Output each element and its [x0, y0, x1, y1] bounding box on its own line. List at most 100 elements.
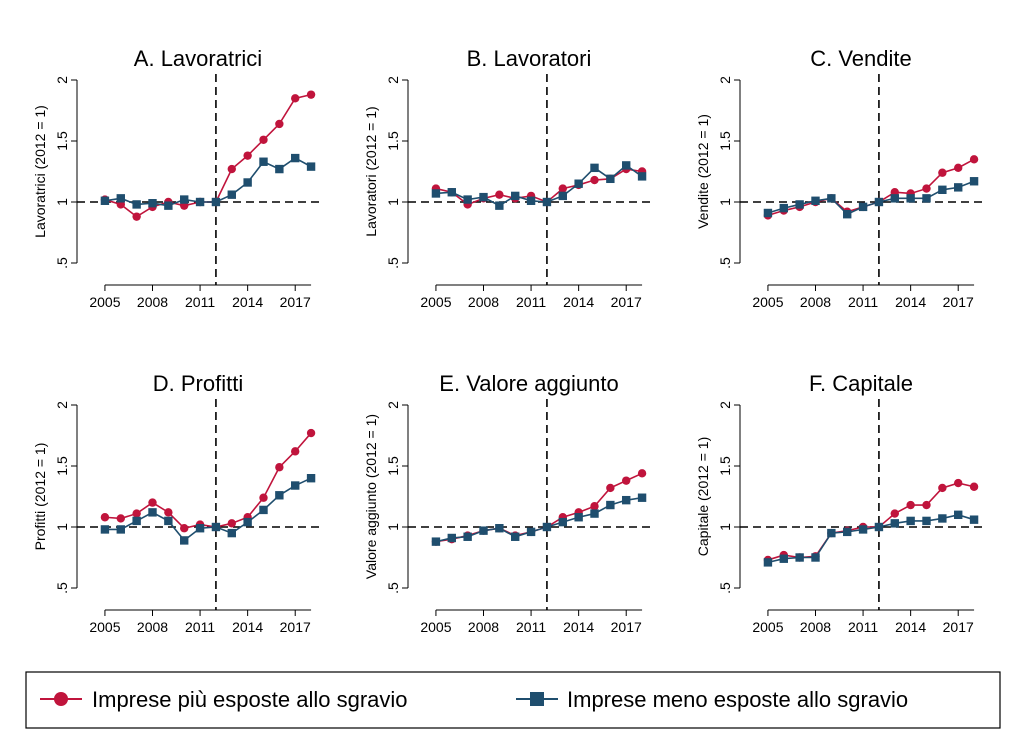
data-point — [511, 532, 520, 541]
data-point — [227, 519, 236, 528]
data-point — [906, 500, 915, 510]
x-tick-label: 2014 — [895, 619, 926, 635]
data-point — [637, 469, 647, 478]
data-point — [938, 168, 947, 177]
data-point — [291, 447, 300, 456]
data-point — [622, 495, 631, 505]
x-tick-label: 2008 — [137, 619, 168, 635]
data-point — [148, 199, 157, 208]
data-point — [954, 478, 963, 488]
panel-title: D. Profitti — [153, 371, 243, 396]
data-point — [542, 197, 552, 207]
data-point — [148, 508, 157, 517]
data-point — [874, 522, 884, 532]
data-point — [938, 483, 947, 493]
data-point — [763, 558, 773, 567]
data-point — [890, 509, 899, 518]
data-point — [291, 94, 300, 103]
data-point — [195, 524, 205, 533]
x-tick-label: 2005 — [752, 294, 783, 310]
data-point — [906, 194, 915, 203]
series-less-exposed — [100, 474, 316, 545]
y-tick-label: .5 — [54, 257, 70, 269]
data-point — [606, 483, 615, 493]
data-point — [811, 196, 820, 205]
series-less-exposed — [100, 153, 316, 210]
data-point — [622, 476, 631, 485]
data-point — [227, 528, 236, 538]
data-point — [100, 196, 110, 205]
legend-frame — [25, 671, 1001, 729]
data-point — [590, 502, 599, 511]
data-point — [100, 513, 110, 522]
legend-marker-more-exposed — [54, 692, 68, 706]
data-point — [291, 481, 300, 490]
data-point — [306, 474, 316, 483]
data-point — [811, 553, 820, 562]
data-point — [795, 200, 804, 209]
data-point — [526, 196, 536, 205]
data-point — [259, 505, 268, 515]
y-tick-label: 1 — [54, 198, 70, 206]
data-point — [100, 525, 110, 534]
data-point — [495, 524, 504, 533]
x-tick-label: 2014 — [563, 619, 594, 635]
y-tick-label: 1.5 — [385, 456, 401, 476]
x-tick-label: 2008 — [137, 294, 168, 310]
panel-f-capitale: F. Capitale .5 1 1.5 2 Capitale (2012 = 1) 200… — [695, 371, 982, 635]
y-tick-label: 1.5 — [385, 131, 401, 151]
legend: Imprese più esposte allo sgravio Imprese… — [25, 671, 1001, 729]
data-point — [306, 90, 316, 99]
data-point — [969, 155, 979, 164]
data-point — [590, 175, 599, 185]
x-tick-label: 2008 — [800, 619, 831, 635]
data-point — [954, 510, 963, 519]
x-tick-label: 2011 — [848, 619, 878, 635]
data-point — [874, 197, 884, 207]
y-axis-title: Lavoratrici (2012 = 1) — [32, 105, 48, 238]
data-point — [132, 212, 141, 221]
x-tick-label: 2014 — [232, 619, 263, 635]
data-point — [211, 197, 221, 207]
panel-title: B. Lavoratori — [467, 46, 592, 71]
data-point — [431, 537, 441, 546]
series-line — [104, 93, 312, 218]
series-less-exposed — [763, 177, 979, 219]
data-point — [954, 163, 963, 173]
y-tick-label: 1.5 — [54, 131, 70, 151]
x-tick-label: 2005 — [420, 619, 451, 635]
data-point — [116, 514, 125, 523]
x-tick-label: 2017 — [280, 294, 311, 310]
data-point — [447, 533, 456, 543]
data-point — [637, 493, 647, 502]
data-point — [259, 135, 268, 144]
x-tick-label: 2011 — [516, 294, 546, 310]
data-point — [180, 524, 189, 533]
data-point — [431, 189, 441, 198]
data-point — [922, 194, 931, 203]
data-point — [132, 509, 141, 518]
legend-marker-less-exposed — [530, 692, 544, 706]
x-tick-label: 2011 — [185, 619, 215, 635]
x-tick-label: 2011 — [848, 294, 878, 310]
x-tick-label: 2005 — [420, 294, 451, 310]
x-tick-label: 2017 — [943, 619, 974, 635]
data-point — [275, 119, 284, 129]
data-point — [574, 179, 583, 188]
y-axis-title: Capitale (2012 = 1) — [695, 437, 711, 556]
data-point — [890, 519, 899, 528]
data-point — [922, 184, 931, 193]
x-tick-label: 2011 — [185, 294, 215, 310]
x-tick-label: 2008 — [468, 294, 499, 310]
y-tick-label: 1.5 — [54, 456, 70, 476]
data-point — [858, 202, 868, 212]
x-tick-label: 2005 — [89, 294, 120, 310]
panel-title: A. Lavoratrici — [134, 46, 262, 71]
data-point — [938, 514, 947, 523]
y-tick-label: 1 — [717, 198, 733, 206]
data-point — [574, 513, 583, 522]
data-point — [259, 157, 268, 166]
panel-d-profitti: D. Profitti .5 1 1.5 2 Profitti (2012 = 1) 200… — [32, 371, 319, 635]
data-point — [542, 522, 552, 532]
